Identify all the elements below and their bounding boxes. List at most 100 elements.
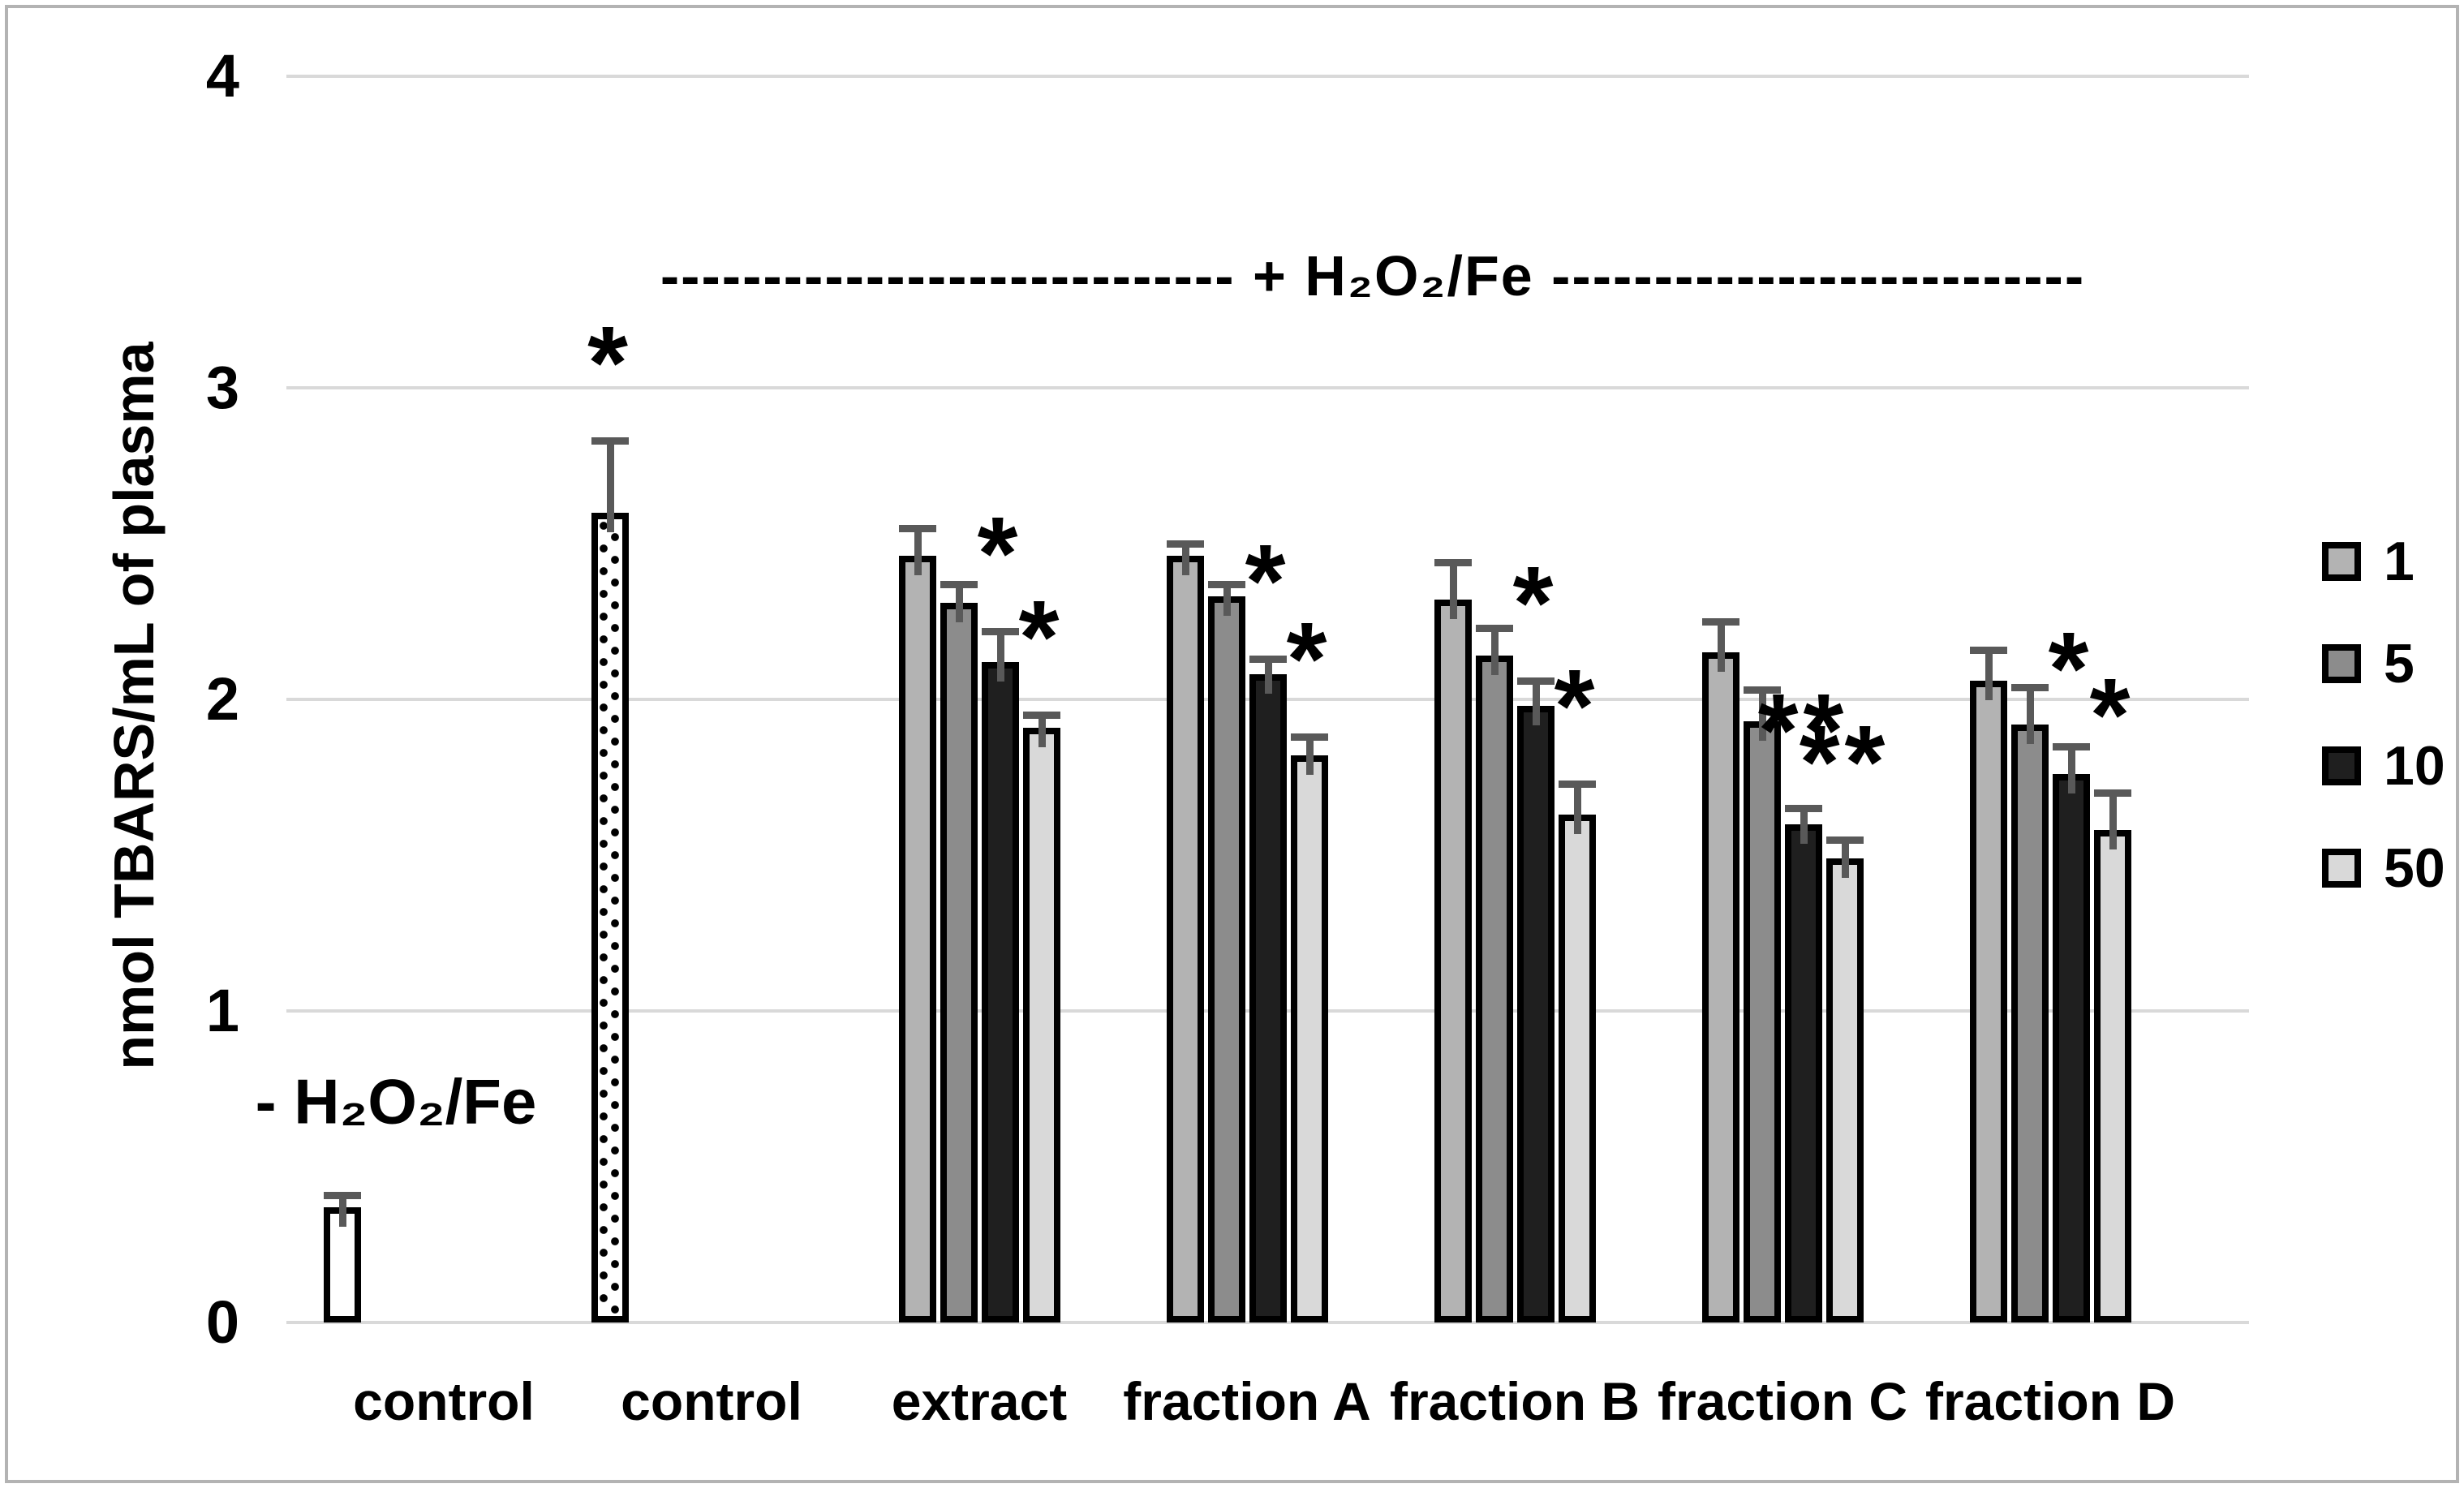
error-bar-stem (1532, 681, 1540, 725)
bar-extract-50 (1022, 728, 1060, 1322)
bar-fraction-D-10 (2052, 774, 2090, 1322)
legend-label-1: 1 (2384, 531, 2415, 592)
bar-fraction-A-10 (1249, 674, 1287, 1322)
significance-mark: ** (1799, 704, 1890, 820)
error-bar-stem (2109, 793, 2117, 849)
error-bar-cap (1784, 805, 1822, 812)
error-bar-stem (955, 584, 963, 622)
significance-mark: * (977, 496, 1023, 612)
y-tick-label-0: 0 (205, 1288, 239, 1356)
error-bar-stem (2026, 687, 2034, 744)
error-bar-cap (1558, 781, 1596, 788)
bar-fraction-B-5 (1475, 656, 1513, 1322)
y-tick-label-3: 3 (205, 354, 239, 421)
gridline-y-0 (286, 1321, 2249, 1324)
error-bar-cap (1969, 647, 2007, 654)
bar-fraction-C-5 (1743, 721, 1781, 1322)
significance-mark: * (1512, 545, 1559, 661)
bar-fraction-A-1 (1166, 556, 1204, 1322)
legend-label-50: 50 (2384, 837, 2445, 899)
error-bar-stem (1758, 690, 1766, 741)
error-bar-cap (2010, 684, 2049, 691)
y-tick-label-1: 1 (205, 977, 239, 1044)
x-axis-label-1: control (621, 1371, 802, 1431)
error-bar-stem (1573, 784, 1581, 834)
error-bar-cap (2093, 789, 2131, 797)
significance-mark: * (1286, 601, 1332, 717)
x-axis-label-3: fraction A (1123, 1371, 1371, 1431)
bar-fraction-D-5 (2010, 725, 2049, 1322)
error-bar-cap (898, 525, 936, 532)
error-bar-stem (1985, 650, 1993, 700)
legend-label-10: 10 (2384, 735, 2445, 797)
error-bar-cap (940, 581, 978, 588)
error-bar-stem (2067, 746, 2075, 793)
error-bar-stem (1181, 544, 1189, 575)
legend-swatch-50 (2322, 849, 2361, 888)
bar-fraction-C-50 (1825, 858, 1864, 1322)
bar-extract-10 (981, 662, 1019, 1322)
error-bar-cap (1701, 618, 1739, 626)
bar-fraction-A-5 (1207, 596, 1245, 1322)
legend-label-5: 5 (2384, 633, 2415, 695)
error-bar-stem (1038, 715, 1046, 747)
y-tick-label-4: 4 (205, 42, 239, 110)
bar-fraction-B-10 (1516, 706, 1555, 1322)
x-axis-label-0: control (353, 1371, 535, 1431)
error-bar-cap (1475, 625, 1513, 632)
error-bar-stem (1490, 628, 1499, 675)
error-bar-cap (1743, 686, 1781, 694)
bar-fraction-B-1 (1434, 600, 1472, 1322)
error-bar-stem (1449, 562, 1457, 619)
error-bar-cap (324, 1192, 361, 1199)
x-axis-label-6: fraction D (1924, 1371, 2176, 1431)
legend-swatch-10 (2322, 746, 2361, 785)
significance-mark: * (2089, 657, 2135, 773)
significance-mark: * (2048, 611, 2094, 727)
error-bar-cap (1022, 712, 1060, 719)
error-bar-stem (1717, 621, 1725, 672)
legend-swatch-1 (2322, 542, 2361, 581)
significance-mark: * (587, 305, 633, 421)
error-bar-stem (1264, 659, 1272, 694)
error-bar-cap (591, 437, 629, 445)
significance-mark: * (1245, 523, 1291, 639)
bar-extract-5 (940, 603, 978, 1322)
error-bar-stem (914, 528, 922, 575)
bar-fraction-C-1 (1701, 652, 1739, 1322)
bar-fraction-C-10 (1784, 824, 1822, 1322)
bar-extract-1 (898, 556, 936, 1322)
error-bar-stem (339, 1195, 346, 1227)
error-bar-cap (2052, 743, 2090, 750)
bar-fraction-D-1 (1969, 681, 2007, 1322)
legend-swatch-5 (2322, 644, 2361, 683)
error-bar-stem (1800, 808, 1808, 844)
error-bar-cap (1434, 559, 1472, 566)
error-bar-cap (1825, 836, 1864, 844)
significance-mark: * (1554, 648, 1600, 764)
x-axis-label-2: extract (891, 1371, 1068, 1431)
annotation-plus-h2o2-fe: ---------------------------- + H₂O₂/Fe -… (660, 244, 2086, 307)
error-bar-stem (996, 631, 1004, 682)
annotation-minus-h2o2-fe: - H₂O₂/Fe (255, 1065, 537, 1138)
error-bar-cap (1249, 656, 1287, 663)
error-bar-cap (1290, 733, 1328, 741)
error-bar-stem (1223, 584, 1231, 616)
x-axis-label-4: fraction B (1389, 1371, 1641, 1431)
error-bar-cap (1516, 677, 1555, 685)
error-bar-cap (1166, 540, 1204, 548)
gridline-y-4 (286, 75, 2249, 78)
error-bar-cap (981, 628, 1019, 635)
y-tick-label-2: 2 (205, 665, 239, 733)
error-bar-stem (1841, 840, 1849, 878)
bar-fraction-B-50 (1558, 815, 1596, 1322)
significance-mark: ** (1757, 673, 1849, 789)
error-bar-stem (607, 441, 614, 532)
error-bar-stem (1305, 737, 1314, 775)
x-axis-label-5: fraction C (1657, 1371, 1908, 1431)
bar-fraction-D-50 (2093, 830, 2131, 1322)
significance-mark: * (1018, 579, 1064, 695)
bar-control-control (591, 513, 629, 1322)
